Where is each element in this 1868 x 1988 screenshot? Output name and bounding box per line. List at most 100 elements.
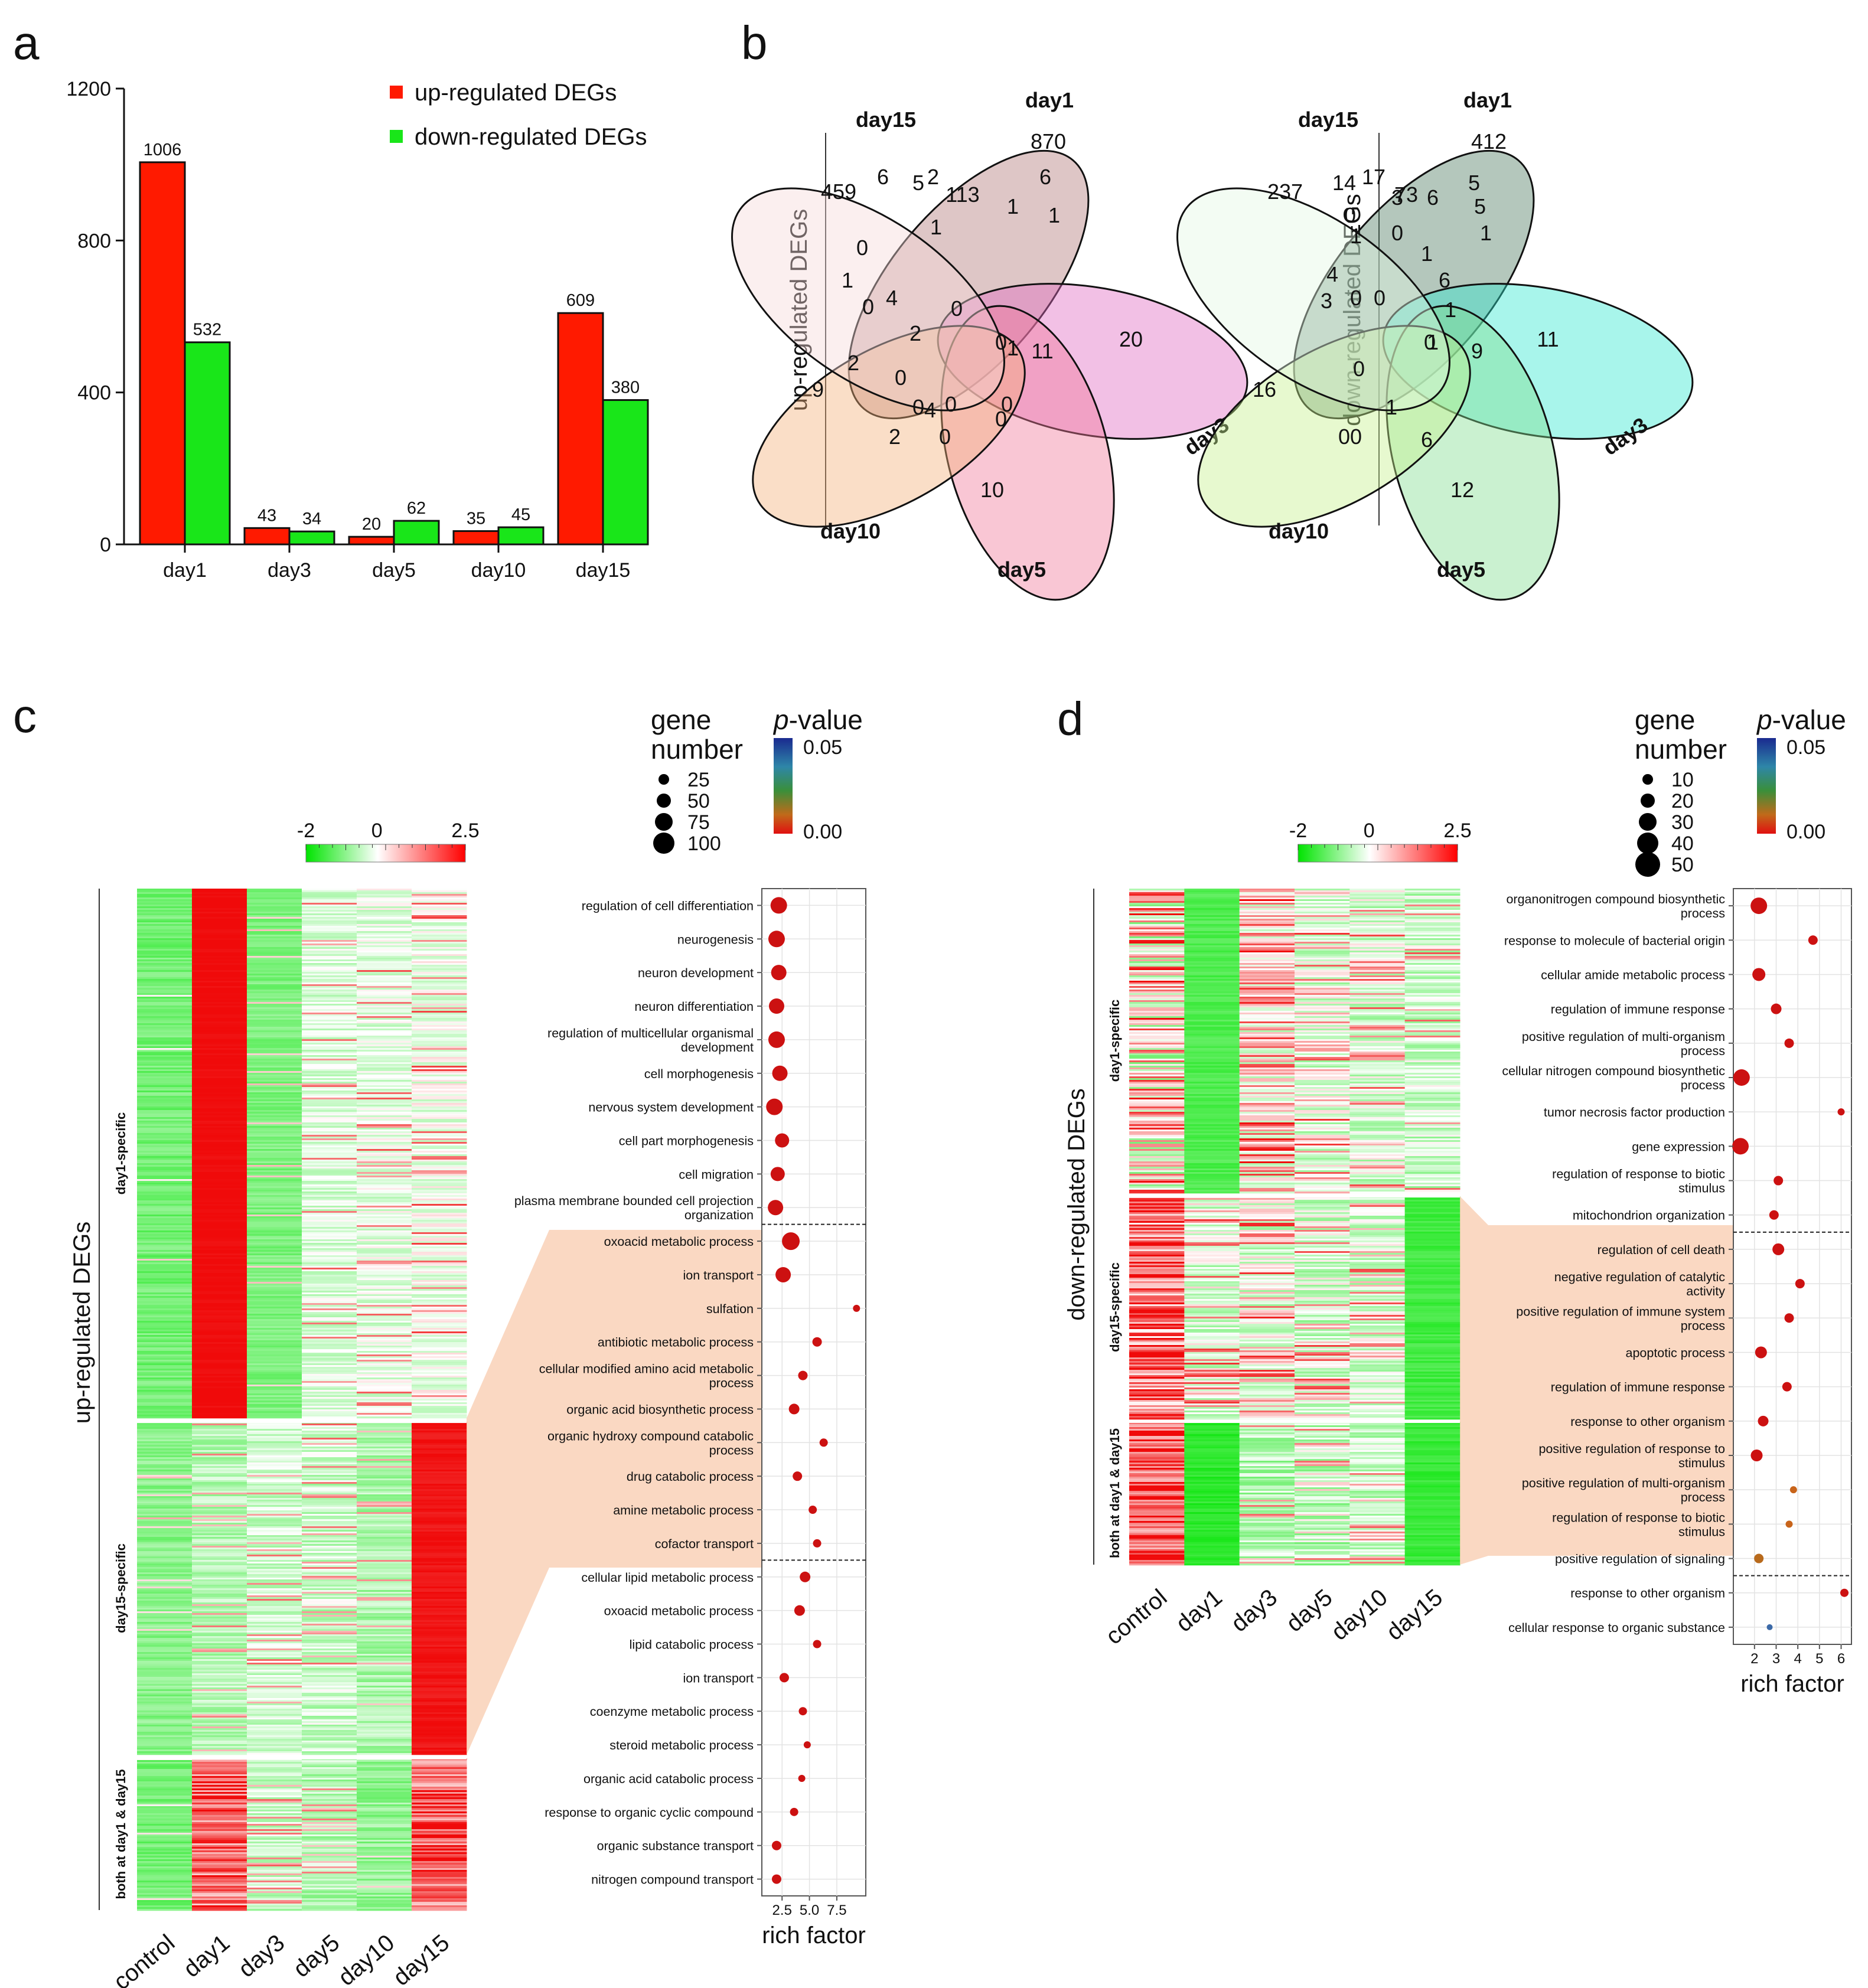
heatmap-cell <box>1184 1059 1240 1061</box>
heatmap-cell <box>192 1689 247 1692</box>
heatmap-cell <box>1295 993 1350 995</box>
heatmap-cell <box>302 1287 357 1290</box>
heatmap-cell <box>137 1703 193 1706</box>
heatmap-cell <box>247 1121 302 1123</box>
heatmap-cell <box>192 1537 247 1539</box>
heatmap-cell <box>137 1482 193 1484</box>
heatmap-cell <box>302 1680 357 1683</box>
heatmap-cell <box>1129 1096 1185 1098</box>
heatmap-cell <box>412 1827 467 1830</box>
heatmap-cell <box>192 1496 247 1499</box>
heatmap-cell <box>1404 917 1461 919</box>
heatmap-cell <box>302 1455 357 1458</box>
heatmap-cell <box>247 1425 302 1428</box>
heatmap-cell <box>357 977 412 980</box>
heatmap-cell <box>1295 968 1350 971</box>
heatmap-cell <box>137 968 193 971</box>
heatmap-cell <box>137 1647 193 1649</box>
heatmap-cell <box>412 1732 467 1734</box>
heatmap-cell <box>302 1346 357 1348</box>
heatmap-cell <box>137 1854 193 1856</box>
heatmap-cell <box>357 1264 412 1266</box>
heatmap-cell <box>192 1489 247 1491</box>
heatmap-cell <box>137 1463 193 1465</box>
heatmap-cell <box>412 1602 467 1605</box>
heatmap-cell <box>192 1071 247 1073</box>
heatmap-cell <box>357 896 412 898</box>
heatmap-cell <box>1404 1110 1461 1112</box>
pvalue-title-rest: -value <box>789 704 863 735</box>
heatmap-cell <box>412 1176 467 1178</box>
heatmap-cell <box>412 1427 467 1429</box>
heatmap-cell <box>247 1140 302 1142</box>
heatmap-cell <box>412 1888 467 1890</box>
heatmap-cell <box>302 1266 357 1268</box>
heatmap-cell <box>1404 1130 1461 1132</box>
heatmap-cell <box>1295 1192 1350 1194</box>
heatmap-cell <box>192 1473 247 1476</box>
heatmap-cell <box>412 1503 467 1506</box>
heatmap-cell <box>357 1484 412 1486</box>
heatmap-cell <box>247 1401 302 1403</box>
heatmap-cell <box>302 1342 357 1344</box>
heatmap-cell <box>1184 1106 1240 1109</box>
heatmap-cell <box>412 1156 467 1158</box>
heatmap-cell <box>302 1397 357 1399</box>
heatmap-cell <box>1129 1354 1185 1356</box>
heatmap-cell <box>1295 933 1350 935</box>
heatmap-cell <box>137 1278 193 1281</box>
heatmap-cell <box>1349 1101 1406 1104</box>
heatmap-cell <box>357 1374 412 1376</box>
heatmap-cell <box>302 1778 357 1780</box>
heatmap-cell <box>302 1877 357 1879</box>
heatmap-cell <box>192 1124 247 1127</box>
heatmap-cell <box>137 1287 193 1290</box>
heatmap-cell <box>192 1638 247 1640</box>
heatmap-cell <box>247 1725 302 1727</box>
heatmap-cell <box>1349 1092 1406 1095</box>
heatmap-cell <box>192 1601 247 1603</box>
heatmap-cell <box>357 1636 412 1638</box>
heatmap-cell <box>247 1509 302 1511</box>
heatmap-cell <box>412 1875 467 1878</box>
heatmap-cell <box>302 1558 357 1561</box>
heatmap-cell <box>192 1131 247 1134</box>
heatmap-cell <box>1184 1039 1240 1042</box>
heatmap-cell <box>137 1829 193 1832</box>
heatmap-cell <box>357 1190 412 1192</box>
heatmap-cell <box>1404 910 1461 912</box>
heatmap-cell <box>247 1363 302 1366</box>
heatmap-cell <box>302 1094 357 1096</box>
heatmap-cell <box>357 1891 412 1894</box>
heatmap-cell <box>1184 1121 1240 1123</box>
heatmap-cell <box>247 1870 302 1872</box>
heatmap-cell <box>247 1397 302 1399</box>
heatmap-cell <box>1404 1039 1461 1042</box>
heatmap-cell <box>192 1206 247 1208</box>
heatmap-cell <box>412 1608 467 1610</box>
heatmap-cell <box>1184 1103 1240 1105</box>
heatmap-cell <box>302 1496 357 1499</box>
heatmap-cell <box>1129 1098 1185 1100</box>
heatmap-cell <box>137 1199 193 1201</box>
heatmap-cell <box>302 915 357 918</box>
heatmap-cell <box>357 1443 412 1445</box>
heatmap-cell <box>357 905 412 907</box>
heatmap-cell <box>302 924 357 926</box>
heatmap-cell <box>1129 1331 1185 1333</box>
heatmap-cell <box>137 1280 193 1282</box>
heatmap-cell <box>412 1080 467 1082</box>
heatmap-cell <box>247 1353 302 1355</box>
heatmap-cell <box>1184 1276 1240 1278</box>
heatmap-cell <box>137 1048 193 1050</box>
heatmap-cell <box>247 1204 302 1206</box>
heatmap-cell <box>1295 926 1350 928</box>
heatmap-cell <box>1404 1036 1461 1038</box>
heatmap-cell <box>1349 1172 1406 1174</box>
heatmap-cell <box>247 1459 302 1461</box>
heatmap-cell <box>192 1291 247 1293</box>
venn-region-count: 0 <box>995 330 1007 354</box>
heatmap-cell <box>302 1723 357 1725</box>
heatmap-cell <box>1295 975 1350 978</box>
